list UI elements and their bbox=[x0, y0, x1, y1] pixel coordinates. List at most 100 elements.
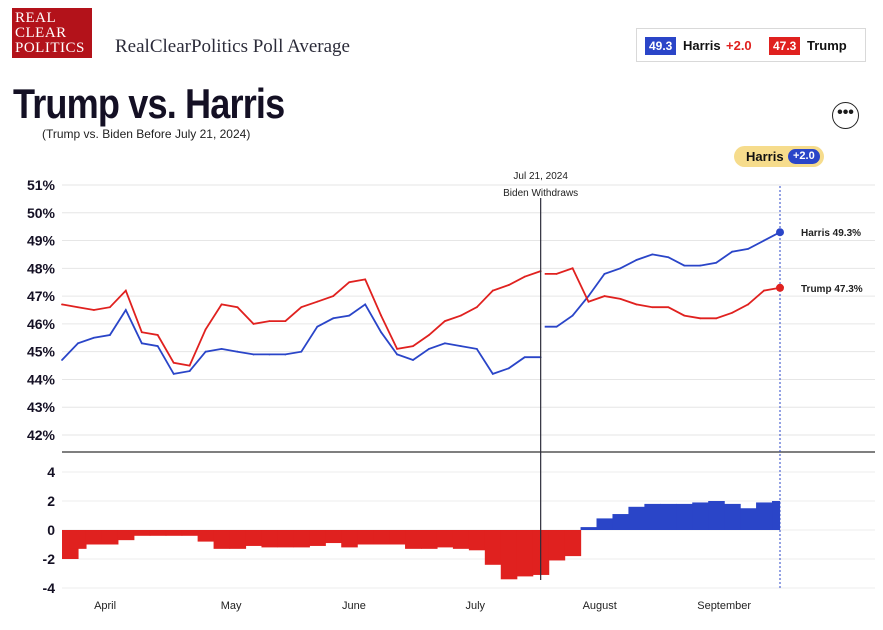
harris-point bbox=[459, 345, 462, 348]
harris-point bbox=[763, 239, 765, 242]
trump-end-dot bbox=[776, 283, 784, 292]
spread-bar bbox=[612, 514, 630, 530]
trump-point bbox=[316, 300, 319, 303]
trump-point bbox=[252, 322, 255, 325]
trump-point bbox=[380, 314, 383, 317]
harris-point bbox=[635, 259, 638, 261]
trump-point bbox=[683, 314, 686, 317]
trump-point bbox=[188, 364, 191, 367]
trump-point bbox=[635, 303, 638, 306]
spread-bar bbox=[373, 530, 390, 545]
spread-bar bbox=[436, 530, 454, 548]
page-subtitle: (Trump vs. Biden Before July 21, 2024) bbox=[42, 127, 251, 141]
harris-point bbox=[332, 317, 335, 320]
trump-point bbox=[268, 320, 271, 323]
trump-point bbox=[507, 284, 510, 286]
spread-bar bbox=[676, 503, 693, 530]
harris-point bbox=[124, 309, 127, 311]
spread-bar bbox=[468, 530, 486, 551]
rcp-logo[interactable]: REAL CLEAR POLITICS bbox=[12, 8, 92, 58]
spread-bar bbox=[133, 530, 151, 536]
y-tick-label: 51% bbox=[27, 177, 56, 193]
spread-bar bbox=[293, 530, 310, 548]
lead-candidate-name: Harris bbox=[746, 149, 784, 164]
trump-point bbox=[587, 300, 590, 303]
trump-point bbox=[284, 320, 287, 323]
y-tick-label: 50% bbox=[27, 205, 56, 221]
harris-point bbox=[715, 261, 718, 264]
spread-tick-label: 4 bbox=[47, 464, 55, 480]
spread-bar bbox=[357, 530, 374, 545]
spread-bar bbox=[708, 501, 725, 530]
trump-point bbox=[300, 306, 303, 309]
trump-point bbox=[667, 306, 670, 309]
harris-point bbox=[396, 353, 398, 356]
harris-point bbox=[603, 272, 606, 275]
spread-bar bbox=[213, 530, 231, 549]
spread-bar bbox=[389, 530, 406, 545]
harris-point bbox=[475, 347, 478, 350]
harris-point bbox=[428, 347, 430, 350]
harris-point bbox=[252, 353, 255, 356]
harris-point bbox=[555, 325, 558, 328]
spread-bar bbox=[564, 530, 582, 557]
trump-point bbox=[603, 295, 606, 298]
x-month-label: August bbox=[583, 600, 617, 612]
y-tick-label: 47% bbox=[27, 288, 56, 304]
spread-bar bbox=[452, 530, 470, 549]
harris-point bbox=[571, 314, 574, 317]
harris-point bbox=[587, 295, 590, 298]
x-month-label: April bbox=[94, 600, 116, 612]
trump-point bbox=[364, 278, 367, 281]
harris-point bbox=[77, 342, 79, 345]
lead-margin-badge: +2.0 bbox=[788, 149, 820, 164]
harris-point bbox=[491, 372, 494, 375]
spread-bar bbox=[692, 502, 709, 530]
spread-bar bbox=[197, 530, 215, 542]
spread-bar bbox=[405, 530, 422, 549]
spread-bar bbox=[117, 530, 135, 541]
logo-line: REAL bbox=[15, 10, 57, 26]
event-label: Biden Withdraws bbox=[503, 188, 578, 199]
harris-point bbox=[619, 267, 622, 270]
harris-point bbox=[507, 367, 510, 370]
trump-line-after bbox=[544, 267, 781, 320]
spread-bar bbox=[580, 527, 598, 530]
trump-point bbox=[459, 314, 462, 317]
trump-point bbox=[332, 295, 335, 298]
spread-bar bbox=[309, 530, 326, 546]
spread-bar bbox=[596, 518, 614, 530]
spread-bar bbox=[181, 530, 199, 536]
trump-point bbox=[77, 306, 79, 309]
harris-value-badge: 49.3 bbox=[645, 37, 677, 55]
more-options-button[interactable]: ••• bbox=[832, 102, 859, 129]
harris-point bbox=[93, 336, 95, 339]
harris-end-dot bbox=[776, 228, 784, 237]
trump-point bbox=[108, 306, 111, 309]
lead-pill: Harris +2.0 bbox=[734, 146, 824, 167]
harris-point bbox=[699, 264, 702, 267]
trump-point bbox=[236, 306, 239, 309]
harris-line-before bbox=[61, 303, 541, 375]
harris-point bbox=[683, 264, 686, 267]
trump-point bbox=[396, 347, 398, 350]
trump-point bbox=[571, 267, 574, 270]
y-tick-label: 43% bbox=[27, 399, 56, 415]
spread-bar bbox=[341, 530, 358, 548]
harris-point bbox=[444, 342, 446, 345]
trump-point bbox=[93, 309, 95, 311]
trump-point bbox=[475, 306, 478, 309]
y-tick-label: 46% bbox=[27, 316, 56, 332]
harris-point bbox=[236, 350, 239, 353]
y-tick-label: 48% bbox=[27, 260, 56, 276]
harris-point bbox=[651, 253, 654, 256]
harris-point bbox=[284, 353, 287, 356]
trump-point bbox=[555, 272, 558, 275]
harris-point bbox=[140, 342, 143, 345]
harris-point bbox=[523, 356, 526, 359]
spread-bar bbox=[149, 530, 167, 536]
event-date: Jul 21, 2024 bbox=[513, 171, 568, 182]
site-title: RealClearPolitics Poll Average bbox=[115, 36, 350, 57]
trump-value-badge: 47.3 bbox=[769, 37, 801, 55]
